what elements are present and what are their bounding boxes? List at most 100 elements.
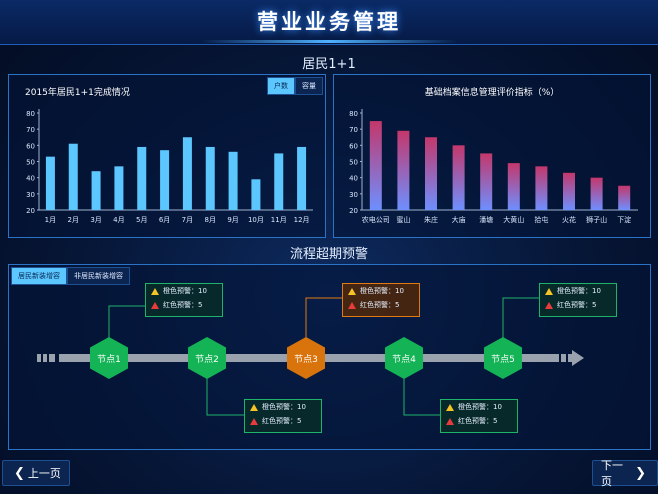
x-tick-label: 农电公司 [362,215,390,224]
bar [91,171,101,210]
tab-households[interactable]: 户数 [267,77,295,95]
x-tick-label: 8月 [205,216,216,224]
x-tick-label: 1月 [45,216,56,224]
tab-capacity[interactable]: 容量 [295,77,323,95]
flow-node-4[interactable]: 节点4 [385,337,423,379]
y-tick-label: 80 [349,110,358,118]
y-tick-label: 50 [26,159,35,167]
left-chart-title: 2015年居民1+1完成情况 [25,88,130,98]
warning-icon [250,403,258,411]
left-chart-panel: 2015年居民1+1完成情况 户数 容量 20 30 40 50 60 70 80 1月 2月 3… [8,74,326,238]
bar [297,146,307,210]
warning-icon [151,287,159,295]
prev-page-label: 上一页 [27,467,61,480]
bar [590,177,603,210]
alert-box-node3: 橙色预警：10 红色预警：5 [342,283,420,317]
x-tick-label: 6月 [159,216,170,224]
bar [68,143,78,210]
header-glow [200,40,458,43]
red-alert-text: 红色预警：5 [360,301,400,309]
y-tick-label: 50 [349,159,358,167]
bar [251,179,261,210]
section-title-overdue: 流程超期预警 [289,247,368,262]
alert-box-node4: 橙色预警：10 红色预警：5 [440,399,518,433]
red-alert-text: 红色预警：5 [163,301,203,309]
orange-alert-text: 橙色预警：10 [360,287,404,295]
x-tick-label: 大黄山 [503,215,524,224]
x-tick-label: 下淀 [617,215,631,224]
danger-icon [348,301,356,309]
bar [618,185,631,210]
y-tick-label: 60 [26,142,35,150]
y-tick-label: 70 [349,126,358,134]
y-tick-label: 70 [26,126,35,134]
bar [397,130,410,210]
orange-alert-text: 橙色预警：10 [458,403,502,411]
y-tick-label: 20 [349,207,358,215]
header-bar: 营业业务管理 [0,0,658,45]
red-alert-text: 红色预警：5 [458,417,498,425]
chevron-right-icon: ❯ [635,465,646,481]
x-tick-label: 大庙 [452,215,466,224]
bar [137,146,147,210]
x-tick-label: 3月 [90,216,101,224]
x-tick-label: 朱庄 [424,215,438,224]
y-tick-label: 20 [26,207,35,215]
next-page-button[interactable]: 下一页 ❯ [592,459,658,488]
y-tick-label: 40 [349,175,358,183]
y-tick-label: 80 [26,110,35,118]
right-chart-panel: 基础档案信息管理评价指标（%） 20 30 40 50 60 70 80 农电公司 蜜山 朱庄 大庙… [333,74,651,238]
x-tick-label: 7月 [182,216,193,224]
bar [535,166,548,210]
x-tick-label: 5月 [136,216,147,224]
warning-icon [348,287,356,295]
tab-resident-install[interactable]: 居民新装增容 [11,267,67,285]
bar [452,145,465,210]
alert-box-node1: 橙色预警：10 红色预警：5 [145,283,223,317]
y-tick-label: 40 [26,175,35,183]
x-tick-label: 火花 [562,215,576,224]
danger-icon [250,417,258,425]
tab-nonresident-install[interactable]: 非居民新装增容 [67,267,130,285]
warning-icon [446,403,454,411]
x-tick-label: 10月 [248,216,264,224]
red-alert-text: 红色预警：5 [557,301,597,309]
y-tick-label: 60 [349,142,358,150]
chevron-left-icon: ❮ [14,465,25,481]
bar [205,146,215,210]
prev-page-button[interactable]: ❮ 上一页 [2,460,70,486]
x-tick-label: 12月 [294,216,310,224]
next-page-label: 下一页 [601,459,623,488]
alert-box-node5: 橙色预警：10 红色预警：5 [539,283,617,317]
bar [563,172,575,210]
danger-icon [446,417,454,425]
flow-tabs: 居民新装增容 非居民新装增容 [11,267,130,285]
bar [45,156,55,210]
bar [274,153,284,210]
flow-node-1[interactable]: 节点1 [90,337,128,379]
bar [507,163,520,210]
alert-box-node2: 橙色预警：10 红色预警：5 [244,399,322,433]
right-bar-chart: 20 30 40 50 60 70 80 农电公司 蜜山 朱庄 大庙 潘塘 大黄山 拾屯 火花 狮子山 下淀 [349,109,638,224]
y-tick-label: 30 [349,191,358,199]
x-tick-label: 2月 [68,216,79,224]
red-alert-text: 红色预警：5 [262,417,302,425]
danger-icon [151,301,159,309]
x-tick-label: 蜜山 [396,215,410,224]
danger-icon [545,301,553,309]
y-tick-label: 30 [26,191,35,199]
section-title-resident: 居民1+1 [302,57,356,72]
x-tick-label: 4月 [113,216,124,224]
bar [182,137,192,210]
bar [369,121,382,210]
bar [228,151,238,210]
page-title: 营业业务管理 [257,10,401,34]
x-tick-label: 9月 [227,216,238,224]
right-chart-title: 基础档案信息管理评价指标（%） [424,88,560,98]
x-tick-label: 拾屯 [534,215,548,224]
flow-node-3[interactable]: 节点3 [287,337,325,379]
orange-alert-text: 橙色预警：10 [262,403,306,411]
x-tick-label: 潘塘 [479,215,493,224]
orange-alert-text: 橙色预警：10 [163,287,207,295]
bar [114,166,124,210]
